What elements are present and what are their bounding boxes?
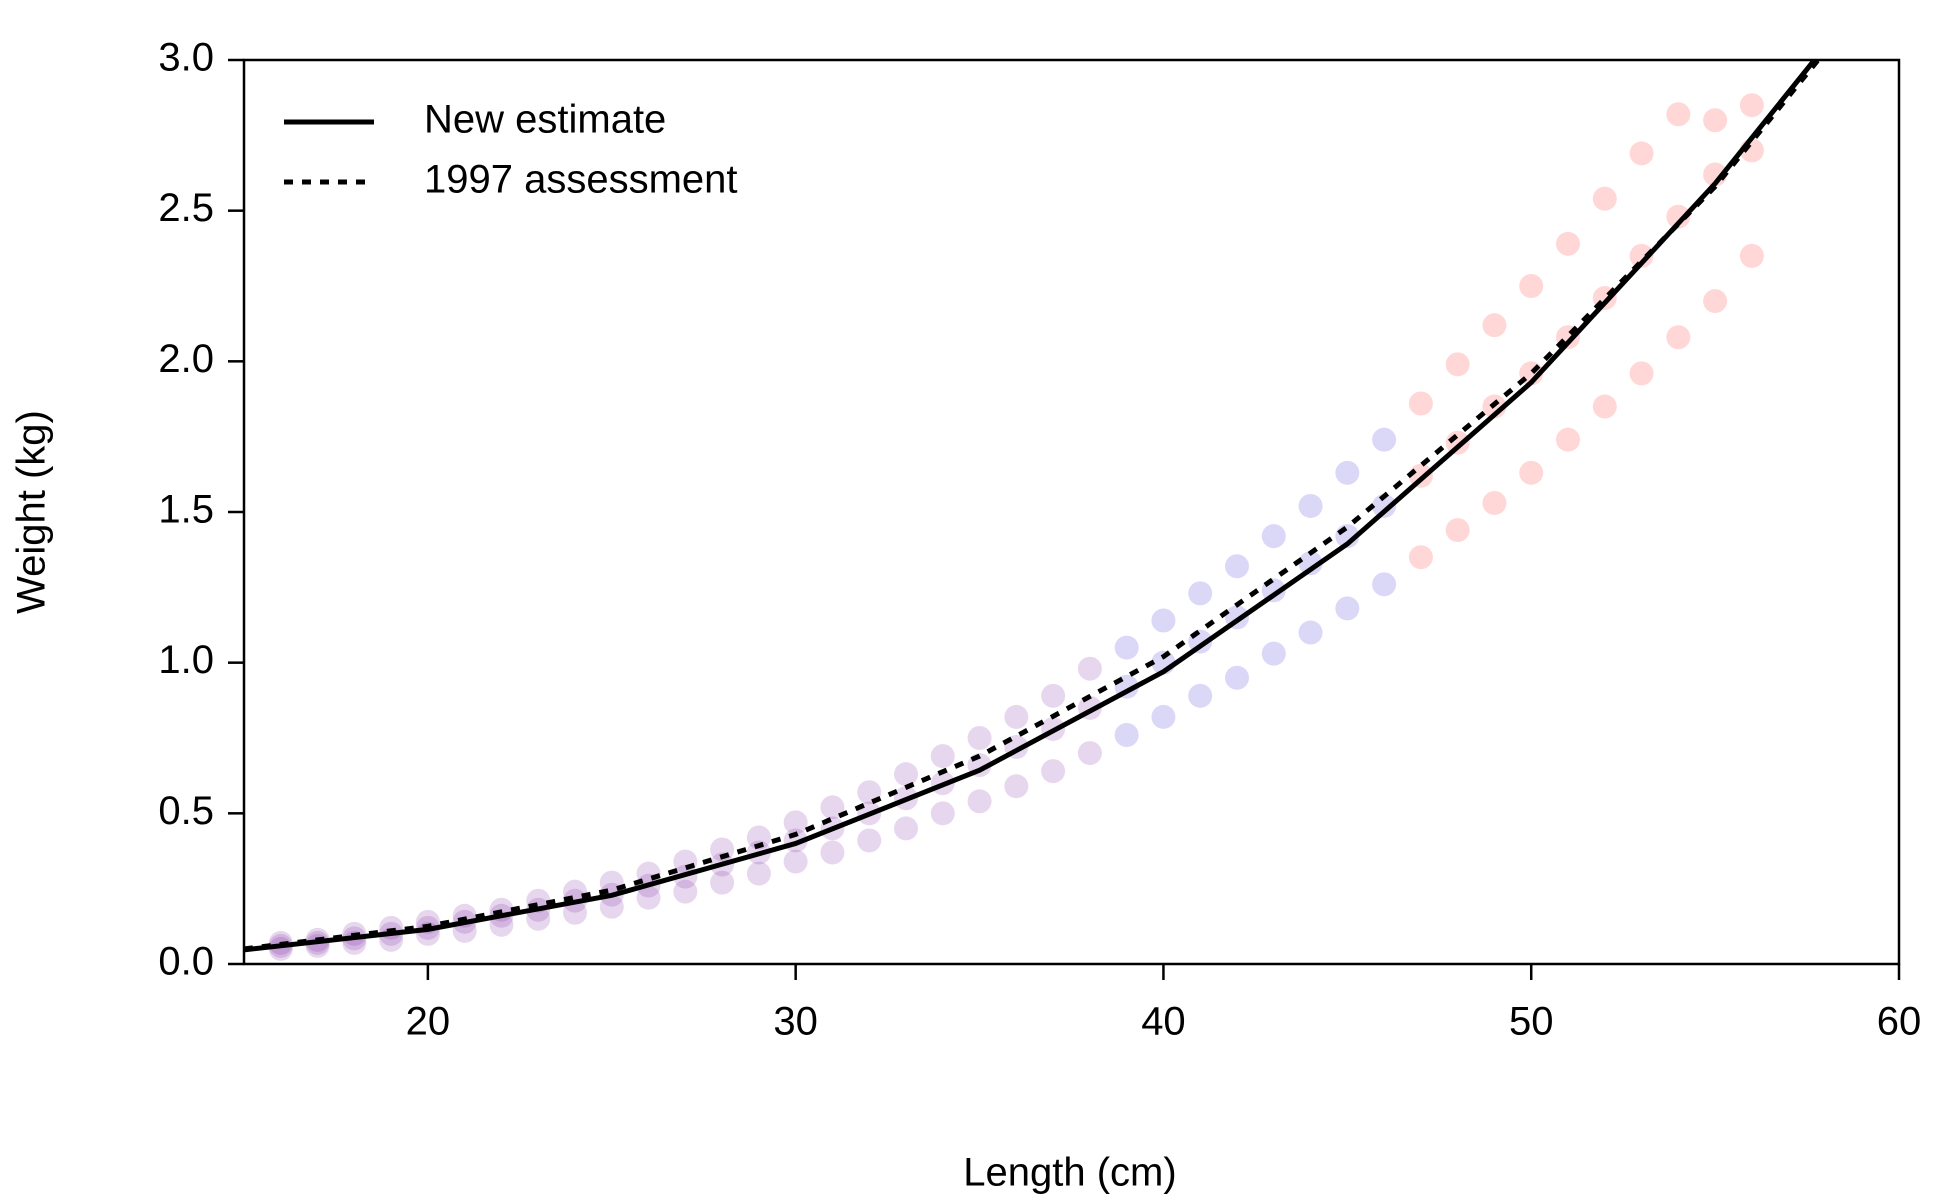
point — [1188, 683, 1213, 708]
point — [1041, 683, 1066, 708]
x-axis-title: Length (cm) — [963, 1151, 1176, 1195]
point — [1004, 704, 1029, 729]
point — [1114, 722, 1139, 747]
point — [1739, 93, 1764, 118]
point — [526, 906, 551, 931]
point — [1298, 620, 1323, 645]
point — [1739, 243, 1764, 268]
points — [268, 93, 1764, 961]
point — [1556, 427, 1580, 452]
y-tick-label: 3.0 — [158, 36, 214, 80]
x-tick-label: 50 — [1509, 1000, 1554, 1044]
point — [1703, 108, 1728, 133]
point — [1225, 665, 1249, 690]
point — [563, 900, 587, 925]
point — [1666, 204, 1691, 229]
point — [636, 885, 661, 910]
point — [894, 762, 918, 787]
point — [1519, 460, 1544, 485]
point — [673, 879, 698, 904]
point — [1408, 545, 1433, 570]
point — [1188, 581, 1213, 606]
point — [967, 789, 992, 814]
point — [1372, 427, 1397, 452]
y-tick-label: 1.5 — [158, 488, 214, 532]
point — [1372, 493, 1397, 518]
point — [1225, 554, 1249, 579]
point — [1482, 490, 1507, 515]
y-tick-label: 2.0 — [158, 337, 214, 381]
point — [1445, 352, 1470, 377]
point — [1004, 774, 1029, 799]
point — [1592, 394, 1617, 419]
point — [1703, 162, 1728, 187]
point — [1666, 325, 1691, 350]
x-tick-label: 20 — [406, 1000, 451, 1044]
point — [820, 795, 845, 820]
point — [1629, 243, 1654, 268]
y-tick-label: 2.5 — [158, 186, 214, 230]
point — [1372, 572, 1397, 597]
point — [1482, 313, 1507, 338]
legend-label: 1997 assessment — [424, 158, 738, 202]
point — [1298, 551, 1323, 576]
point — [1151, 704, 1176, 729]
point — [1408, 391, 1433, 416]
point — [1445, 518, 1470, 543]
y-tick-label: 0.0 — [158, 940, 214, 984]
point — [1077, 656, 1102, 681]
x-tick-label: 40 — [1141, 1000, 1186, 1044]
point — [783, 849, 808, 874]
point — [1592, 186, 1617, 211]
point — [746, 861, 771, 886]
point — [894, 816, 918, 841]
point — [967, 726, 992, 750]
point — [1629, 361, 1654, 386]
point — [930, 744, 955, 769]
point — [1077, 741, 1102, 766]
point — [930, 801, 955, 826]
point — [1629, 141, 1654, 166]
legend-label: New estimate — [424, 98, 666, 142]
y-tick-label: 0.5 — [158, 789, 214, 833]
point — [1041, 759, 1066, 784]
point — [1261, 524, 1286, 549]
y-axis-title: Weight (kg) — [10, 410, 54, 614]
point — [783, 810, 808, 835]
point — [1335, 460, 1360, 485]
point — [1703, 289, 1728, 314]
point — [1335, 596, 1360, 621]
y-tick-label: 1.0 — [158, 638, 214, 682]
point — [1151, 608, 1176, 633]
point — [1666, 102, 1691, 127]
point — [1556, 231, 1580, 256]
curve — [244, 60, 1821, 952]
point — [1298, 493, 1323, 518]
point — [857, 828, 882, 853]
point — [1114, 635, 1139, 660]
point — [820, 840, 845, 865]
point — [1261, 641, 1286, 666]
point — [1519, 274, 1544, 298]
point — [710, 870, 735, 895]
point — [746, 825, 771, 850]
x-tick-label: 30 — [773, 1000, 818, 1044]
x-tick-label: 60 — [1877, 1000, 1922, 1044]
point — [599, 894, 624, 919]
